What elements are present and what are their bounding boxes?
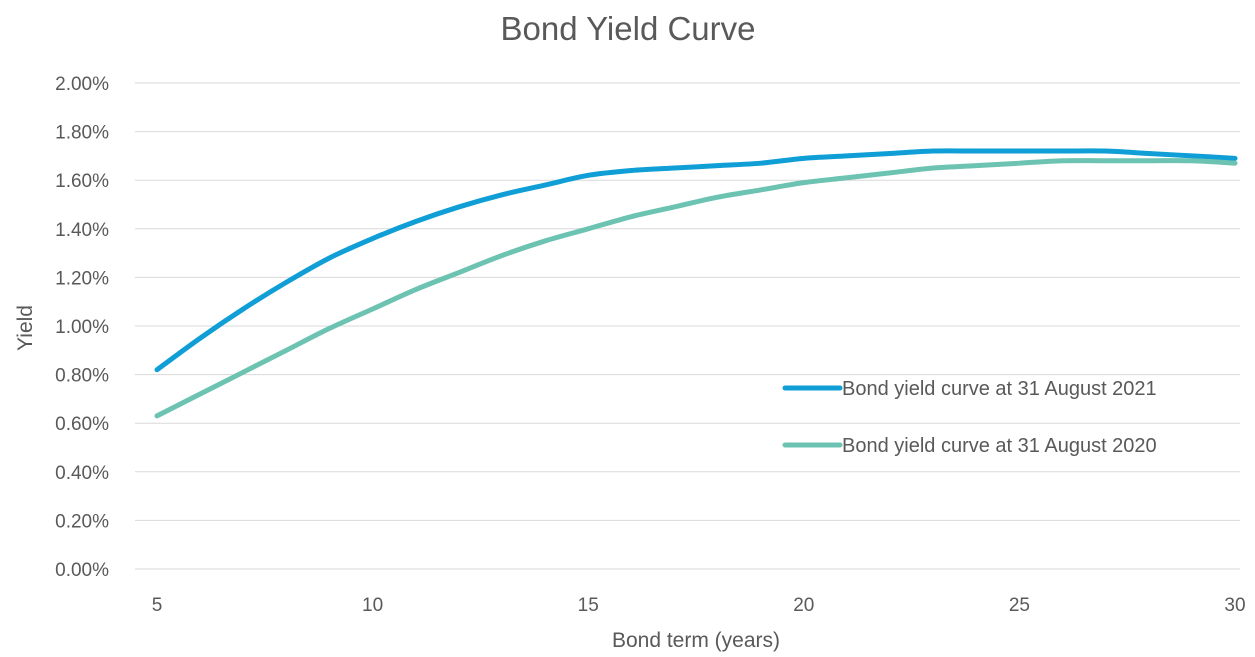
legend-label: Bond yield curve at 31 August 2020 <box>842 435 1157 457</box>
y-tick-label: 1.20% <box>55 268 109 289</box>
x-tick-label: 15 <box>578 595 599 616</box>
y-tick-label: 2.00% <box>55 74 109 95</box>
y-tick-label: 0.20% <box>55 511 109 532</box>
y-axis-label: Yield <box>14 305 37 351</box>
y-tick-label: 1.80% <box>55 123 109 144</box>
y-tick-label: 0.60% <box>55 414 109 435</box>
series-line-2021 <box>154 148 1238 373</box>
y-tick-label: 0.00% <box>55 560 109 581</box>
x-tick-label: 5 <box>152 595 163 616</box>
x-axis-label: Bond term (years) <box>612 629 780 652</box>
series-lines <box>154 148 1238 419</box>
x-tick-label: 10 <box>362 595 383 616</box>
legend: Bond yield curve at 31 August 2021 Bond y… <box>782 378 1157 457</box>
x-tick-label: 30 <box>1224 595 1245 616</box>
chart-title: Bond Yield Curve <box>501 10 756 47</box>
y-tick-label: 1.40% <box>55 220 109 241</box>
x-tick-label: 25 <box>1009 595 1030 616</box>
series-line-2020 <box>154 158 1238 419</box>
y-axis-ticks: 0.00% 0.20% 0.40% 0.60% 0.80% 1.00% 1.20% 1.40%… <box>55 74 109 581</box>
x-tick-label: 20 <box>793 595 814 616</box>
legend-label: Bond yield curve at 31 August 2021 <box>842 378 1157 400</box>
y-tick-label: 1.60% <box>55 171 109 192</box>
y-tick-label: 0.40% <box>55 463 109 484</box>
y-tick-label: 0.80% <box>55 366 109 387</box>
x-axis-ticks: 5 10 15 20 25 30 <box>152 595 1246 616</box>
grid-lines <box>135 82 1240 570</box>
y-tick-label: 1.00% <box>55 317 109 338</box>
